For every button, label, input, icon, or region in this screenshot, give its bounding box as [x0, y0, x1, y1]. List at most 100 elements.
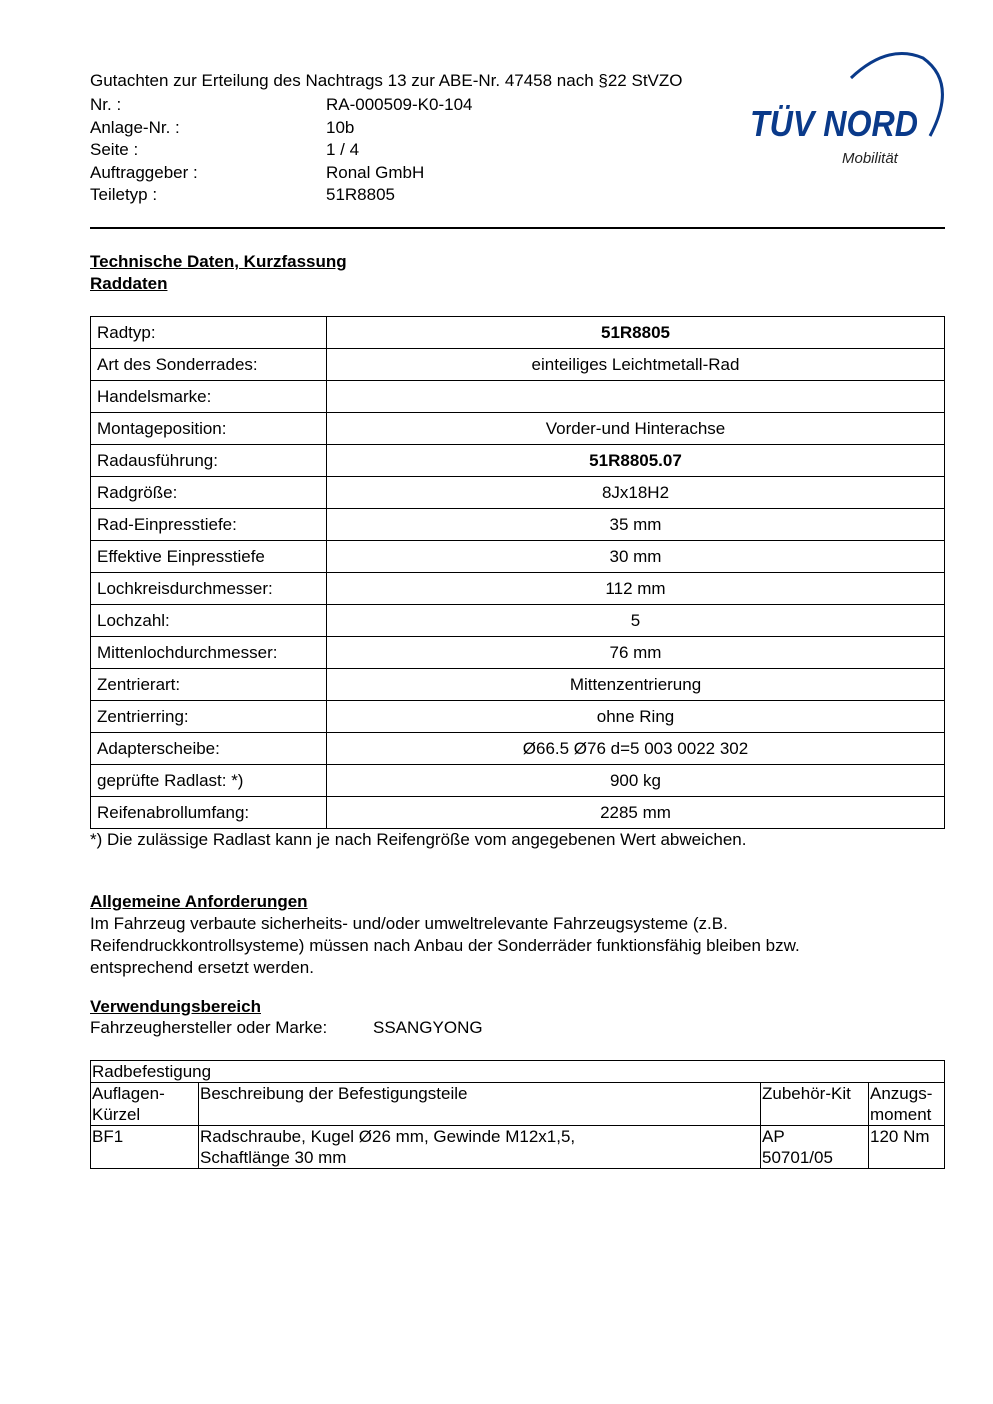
text-line: Im Fahrzeug verbaute sicherheits- und/od…: [90, 914, 728, 933]
table-row: Adapterscheibe: Ø66.5 Ø76 d=5 003 0022 30…: [90, 732, 945, 765]
table-row: Handelsmarke:: [90, 380, 945, 413]
row-value: einteiliges Leichtmetall-Rad: [326, 348, 945, 381]
table-row: geprüfte Radlast: *) 900 kg: [90, 764, 945, 797]
svg-text:Mobilität: Mobilität: [842, 150, 899, 167]
svg-text:TÜV NORD: TÜV NORD: [750, 103, 918, 144]
section-heading-scope: Verwendungsbereich: [90, 997, 261, 1016]
column-header: Zubehör-Kit: [760, 1082, 869, 1126]
manufacturer-label: Fahrzeughersteller oder Marke:: [90, 1018, 328, 1037]
table-row: Radtyp: 51R8805: [90, 316, 945, 349]
table-title-row: Radbefestigung: [90, 1060, 945, 1083]
row-value: 112 mm: [326, 572, 945, 605]
row-value: [326, 380, 945, 413]
table-row: Lochzahl: 5: [90, 604, 945, 637]
row-value: 5: [326, 604, 945, 637]
requirements-text: Im Fahrzeug verbaute sicherheits- und/od…: [90, 913, 800, 979]
header-field: Seite : 1 / 4: [90, 139, 730, 161]
row-label: Handelsmarke:: [90, 380, 327, 413]
section-subheading-wheel-data: Raddaten: [90, 274, 168, 293]
row-label: Radgröße:: [90, 476, 327, 509]
row-value: Vorder-und Hinterachse: [326, 412, 945, 445]
header-field-label: Nr. :: [90, 95, 122, 114]
row-label: Radtyp:: [90, 316, 327, 349]
cell-line: moment: [870, 1105, 932, 1124]
table-row: Radgröße: 8Jx18H2: [90, 476, 945, 509]
row-label: Lochkreisdurchmesser:: [90, 572, 327, 605]
wheel-data-table: Radtyp: 51R8805 Art des Sonderrades: eintei…: [90, 316, 945, 829]
cell-line: AP: [762, 1127, 785, 1146]
manufacturer-value: SSANGYONG: [373, 1018, 483, 1037]
header-field-label: Anlage-Nr. :: [90, 117, 180, 137]
header-field: Teiletyp : 51R8805: [90, 184, 730, 206]
row-value: ohne Ring: [326, 700, 945, 733]
table-row: BF1 Radschraube, Kugel Ø26 mm, Gewinde M1…: [90, 1125, 945, 1169]
section-heading-requirements: Allgemeine Anforderungen: [90, 892, 308, 911]
row-value: Ø66.5 Ø76 d=5 003 0022 302: [326, 732, 945, 765]
table-title: Radbefestigung: [90, 1060, 945, 1083]
cell-line: Auflagen-: [92, 1084, 165, 1103]
header-field-value: 10b: [326, 117, 355, 137]
row-value: 30 mm: [326, 540, 945, 573]
header-divider: [90, 227, 945, 229]
table-row: Radausführung: 51R8805.07: [90, 444, 945, 477]
footnote: *) Die zulässige Radlast kann je nach Re…: [90, 830, 747, 849]
header-field-value: Ronal GmbH: [326, 162, 425, 182]
row-label: Reifenabrollumfang:: [90, 796, 327, 829]
column-header: Beschreibung der Befestigungsteile: [198, 1082, 761, 1126]
table-row: Zentrierart: Mittenzentrierung: [90, 668, 945, 701]
header-field: Auftraggeber : Ronal GmbH: [90, 162, 730, 184]
row-label: Effektive Einpresstiefe: [90, 540, 327, 573]
cell-line: Schaftlänge 30 mm: [200, 1148, 347, 1167]
tuv-nord-logo: TÜV NORD Mobilität: [750, 52, 944, 167]
table-row: Lochkreisdurchmesser: 112 mm: [90, 572, 945, 605]
table-row: Zentrierring: ohne Ring: [90, 700, 945, 733]
text-line: entsprechend ersetzt werden.: [90, 958, 314, 977]
table-row: Effektive Einpresstiefe 30 mm: [90, 540, 945, 573]
header-field-value: 1 / 4: [326, 140, 360, 160]
header-field-label: Seite :: [90, 140, 139, 160]
row-value: 76 mm: [326, 636, 945, 669]
table-row: Mittenlochdurchmesser: 76 mm: [90, 636, 945, 669]
cell-line: Zubehör-Kit: [762, 1084, 851, 1103]
cell-line: 50701/05: [762, 1148, 833, 1167]
header-field-label: Teiletyp :: [90, 185, 158, 205]
row-value: 35 mm: [326, 508, 945, 541]
row-label: Montageposition:: [90, 412, 327, 445]
row-label: geprüfte Radlast: *): [90, 764, 327, 797]
row-label: Rad-Einpresstiefe:: [90, 508, 327, 541]
wheel-fastening-table: Radbefestigung Auflagen- Kürzel Beschreibun…: [90, 1060, 945, 1169]
row-label: Lochzahl:: [90, 604, 327, 637]
row-value: Mittenzentrierung: [326, 668, 945, 701]
table-row: Reifenabrollumfang: 2285 mm: [90, 796, 945, 829]
text-line: Reifendruckkontrollsysteme) müssen nach …: [90, 936, 800, 955]
header-field: Anlage-Nr. : 10b: [90, 117, 730, 139]
cell-line: Anzugs-: [870, 1084, 933, 1103]
row-value: 2285 mm: [326, 796, 945, 829]
cell-line: Kürzel: [92, 1105, 141, 1124]
document-title: Gutachten zur Erteilung des Nachtrags 13…: [90, 71, 683, 90]
row-value: 900 kg: [326, 764, 945, 797]
table-cell: AP 50701/05: [760, 1125, 869, 1169]
row-value: 51R8805.07: [326, 444, 945, 477]
row-label: Zentrierring:: [90, 700, 327, 733]
table-cell: BF1: [90, 1125, 199, 1169]
column-header: Anzugs-moment: [868, 1082, 945, 1126]
header-field-label: Auftraggeber :: [90, 162, 198, 182]
column-header: Auflagen- Kürzel: [90, 1082, 199, 1126]
row-value: 51R8805: [326, 316, 945, 349]
row-value: 8Jx18H2: [326, 476, 945, 509]
table-row: Montageposition: Vorder-und Hinterachse: [90, 412, 945, 445]
table-row: Rad-Einpresstiefe: 35 mm: [90, 508, 945, 541]
row-label: Mittenlochdurchmesser:: [90, 636, 327, 669]
section-heading-technical: Technische Daten, Kurzfassung: [90, 252, 347, 271]
table-cell: 120 Nm: [868, 1125, 945, 1169]
table-header-row: Auflagen- Kürzel Beschreibung der Befestig…: [90, 1082, 945, 1126]
row-label: Zentrierart:: [90, 668, 327, 701]
cell-line: 120 Nm: [870, 1127, 930, 1146]
cell-line: Beschreibung der Befestigungsteile: [200, 1084, 468, 1103]
header-field-value: 51R8805: [326, 185, 396, 205]
row-label: Radausführung:: [90, 444, 327, 477]
cell-line: Radschraube, Kugel Ø26 mm, Gewinde M12x1…: [200, 1127, 576, 1146]
table-cell: Radschraube, Kugel Ø26 mm, Gewinde M12x1…: [198, 1125, 761, 1169]
